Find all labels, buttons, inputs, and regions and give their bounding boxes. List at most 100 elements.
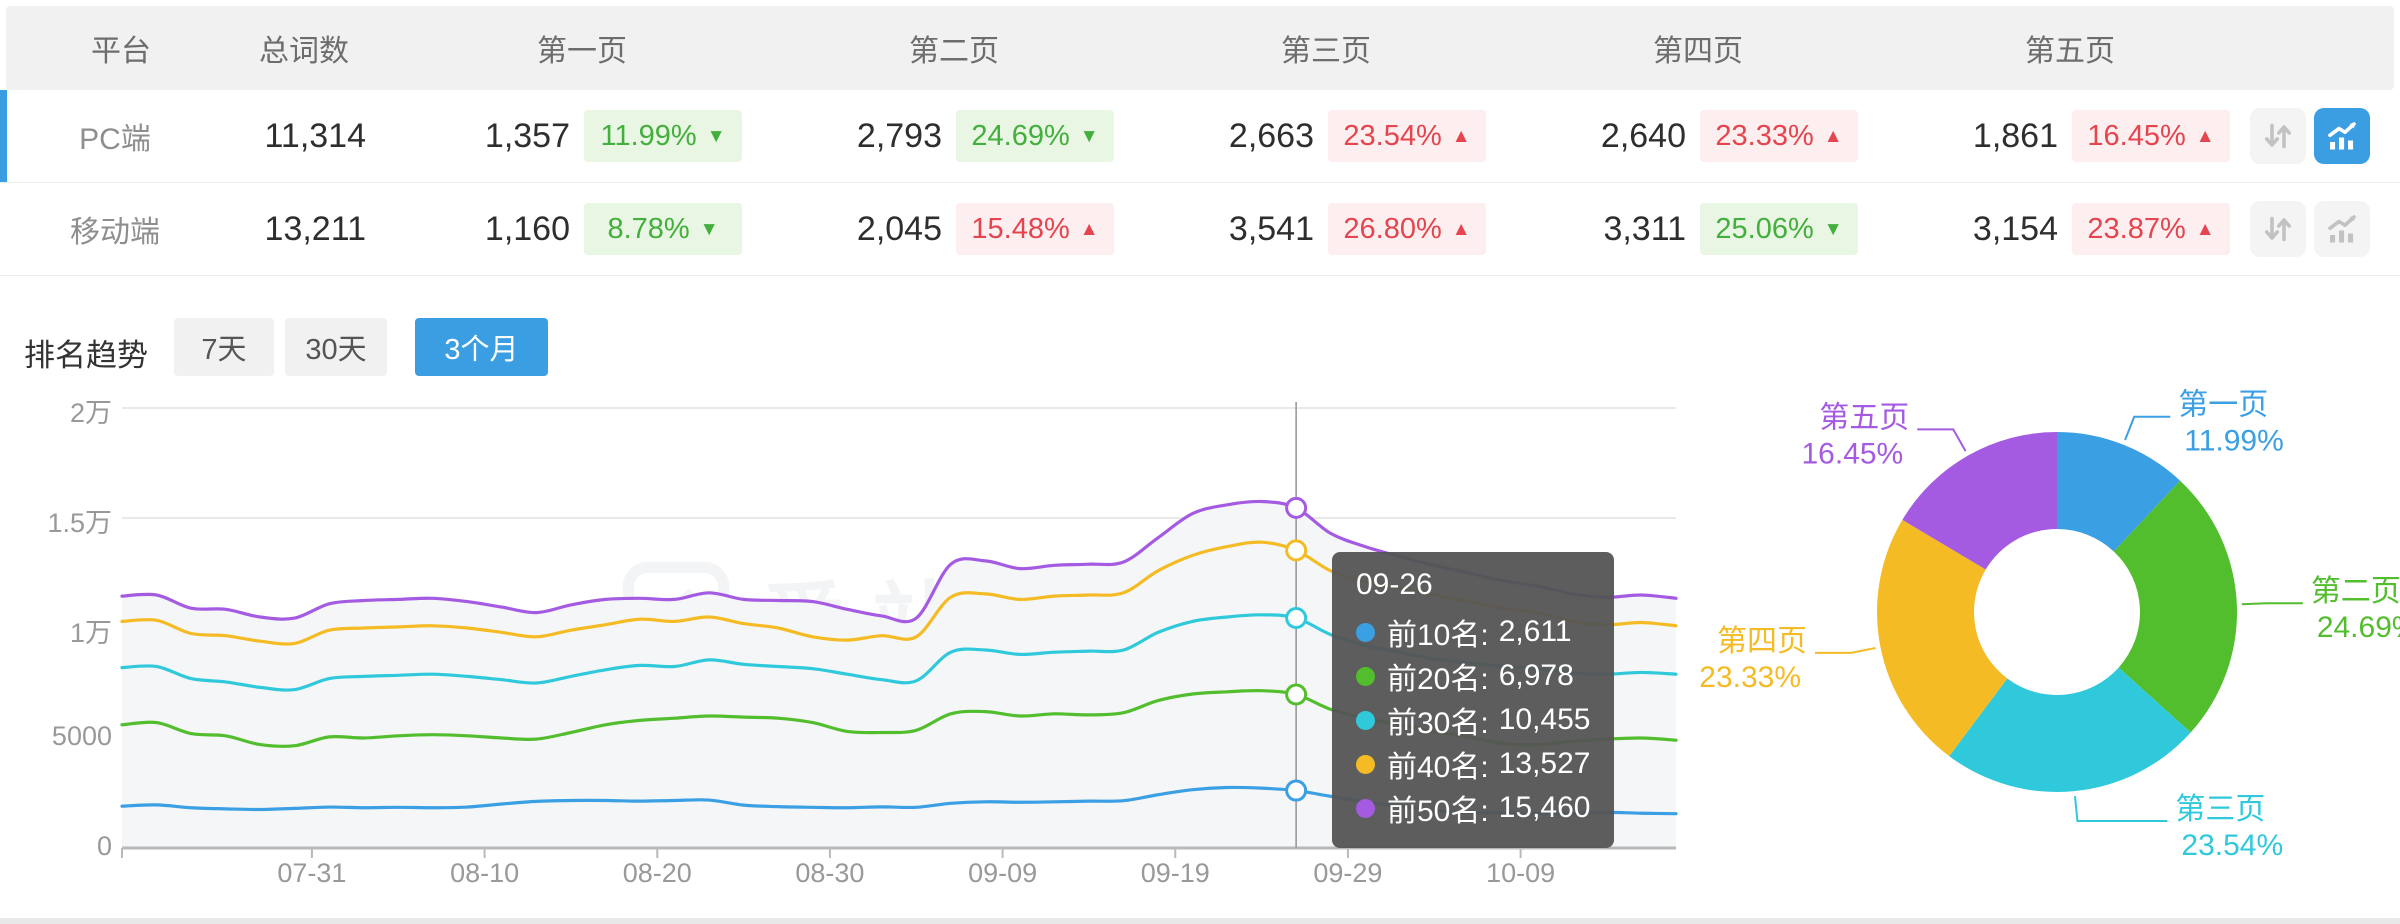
page4-change-badge: 23.33% ▲ xyxy=(1700,110,1858,162)
page5-count: 1,861 xyxy=(1972,116,2058,155)
series-dot-top40 xyxy=(1356,754,1375,774)
pct-value: 23.33% xyxy=(1715,119,1814,152)
donut-label-pct: 16.45% xyxy=(1801,437,1903,470)
donut-slice-第一页[interactable] xyxy=(2057,432,2181,552)
total-words: 11,314 xyxy=(264,116,366,155)
sort-button[interactable] xyxy=(2250,108,2306,164)
page3-change-badge: 26.80% ▲ xyxy=(1328,203,1486,255)
tooltip-value: 10,455 xyxy=(1498,703,1591,736)
page2-count: 2,793 xyxy=(856,116,942,155)
chart-icon xyxy=(2328,215,2356,243)
page4-count: 2,640 xyxy=(1600,116,1686,155)
trend-chart-button[interactable] xyxy=(2314,201,2370,257)
label-leader-line xyxy=(1815,646,1876,654)
tooltip-label: 前50名: xyxy=(1387,795,1489,828)
area-fill xyxy=(122,501,1676,848)
label-leader-line xyxy=(2124,415,2171,441)
page2-change-badge: 15.48% ▲ xyxy=(956,203,1114,255)
trend-arrow-icon: ▲ xyxy=(1451,218,1471,240)
table-header-row: 平台 总词数 第一页 第二页 第三页 第四页 第五页 xyxy=(6,6,2394,90)
series-dot-top30 xyxy=(1356,710,1375,730)
donut-slice-第三页[interactable] xyxy=(1949,667,2191,792)
donut-label-pct: 24.69% xyxy=(2317,611,2400,644)
donut-label: 第二页 xyxy=(2311,575,2400,608)
donut-label: 第四页 xyxy=(1717,625,1807,658)
donut-slice-第四页[interactable] xyxy=(1877,519,2008,757)
tooltip-row: 前30名: 10,455 xyxy=(1356,698,1590,742)
trend-chart-button[interactable] xyxy=(2314,108,2370,164)
x-axis-label: 10-09 xyxy=(1486,858,1556,888)
table-row-pc[interactable]: PC端 11,314 1,357 11.99% ▼ 2,793 24.69% ▼ 2,6… xyxy=(0,90,2400,183)
donut-slice-第二页[interactable] xyxy=(2113,480,2237,733)
label-leader-line xyxy=(2073,796,2168,823)
header-total: 总词数 xyxy=(259,35,349,68)
tooltip-label: 前40名: xyxy=(1387,751,1489,784)
donut-label-pct: 11.99% xyxy=(2184,425,2284,458)
page3-count: 2,663 xyxy=(1228,116,1314,155)
pct-value: 11.99% xyxy=(600,119,697,152)
donut-label: 第一页 xyxy=(2178,389,2268,422)
y-axis-label: 1万 xyxy=(69,618,112,648)
bottom-divider xyxy=(0,918,2400,924)
page5-change-badge: 16.45% ▲ xyxy=(2072,110,2230,162)
page5-count: 3,154 xyxy=(1972,209,2058,248)
table-row-mobile[interactable]: 移动端 13,211 1,160 8.78% ▼ 2,045 15.48% ▲ 3,54… xyxy=(0,183,2400,276)
page1-change-badge: 8.78% ▼ xyxy=(584,203,742,255)
header-page2: 第二页 xyxy=(909,35,999,68)
hover-marker-前50名 xyxy=(1285,496,1308,519)
x-axis-label: 08-10 xyxy=(450,858,520,888)
sort-button[interactable] xyxy=(2250,201,2306,257)
pct-value: 8.78% xyxy=(607,212,690,245)
x-axis-label: 07-31 xyxy=(277,858,347,888)
tooltip-label: 前20名: xyxy=(1387,663,1489,696)
label-leader-line xyxy=(1917,428,1967,452)
donut-slice-第五页[interactable] xyxy=(1902,432,2057,570)
pct-value: 16.45% xyxy=(2087,119,2186,152)
sort-arrows-icon xyxy=(2264,123,2292,149)
donut-label-pct: 23.33% xyxy=(1700,661,1801,694)
donut-label-pct: 23.54% xyxy=(2181,829,2283,862)
pct-value: 24.69% xyxy=(971,119,1070,152)
page1-count: 1,357 xyxy=(484,116,570,155)
header-platform: 平台 xyxy=(91,35,151,68)
hover-marker-前10名 xyxy=(1285,779,1308,802)
header-page5: 第五页 xyxy=(2025,35,2115,68)
header-page1: 第一页 xyxy=(537,35,627,68)
page4-change-badge: 25.06% ▼ xyxy=(1700,203,1858,255)
trend-arrow-icon: ▼ xyxy=(1079,125,1099,147)
tooltip-value: 6,978 xyxy=(1498,659,1574,692)
trend-arrow-icon: ▲ xyxy=(1451,125,1471,147)
pct-value: 25.06% xyxy=(1715,212,1814,245)
trend-arrow-icon: ▼ xyxy=(1823,218,1843,240)
tab-30-days[interactable]: 30天 xyxy=(285,318,387,376)
section-title: 排名趋势 xyxy=(24,338,148,373)
pct-value: 26.80% xyxy=(1343,212,1442,245)
series-dot-top50 xyxy=(1356,798,1375,818)
tooltip-value: 2,611 xyxy=(1498,615,1572,648)
sort-arrows-icon xyxy=(2264,216,2292,242)
total-words: 13,211 xyxy=(264,209,366,248)
series-dot-top20 xyxy=(1356,666,1375,686)
tooltip-value: 13,527 xyxy=(1498,747,1591,780)
header-page4: 第四页 xyxy=(1653,35,1743,68)
page2-count: 2,045 xyxy=(856,209,942,248)
tab-7-days[interactable]: 7天 xyxy=(174,318,274,376)
series-dot-top10 xyxy=(1356,622,1375,642)
platform-name: 移动端 xyxy=(70,216,160,249)
pct-value: 23.87% xyxy=(2087,212,2186,245)
tooltip-row: 前10名: 2,611 xyxy=(1356,610,1590,654)
y-axis-label: 1.5万 xyxy=(47,508,112,538)
chart-tooltip: 09-26 前10名: 2,611 前20名: 6,978 前30名: 10,455 … xyxy=(1332,552,1615,848)
tooltip-row: 前50名: 15,460 xyxy=(1356,786,1590,830)
tab-3-months[interactable]: 3个月 xyxy=(415,318,548,376)
page1-change-badge: 11.99% ▼ xyxy=(584,110,742,162)
hover-marker-前20名 xyxy=(1285,683,1308,706)
donut-label: 第五页 xyxy=(1819,401,1909,434)
y-axis-label: 0 xyxy=(96,831,112,861)
x-axis-label: 08-30 xyxy=(795,858,865,888)
pct-value: 15.48% xyxy=(971,212,1070,245)
rank-table: 平台 总词数 第一页 第二页 第三页 第四页 第五页 PC端 11,314 1,… xyxy=(0,0,2400,276)
donut-label: 第三页 xyxy=(2175,793,2265,826)
